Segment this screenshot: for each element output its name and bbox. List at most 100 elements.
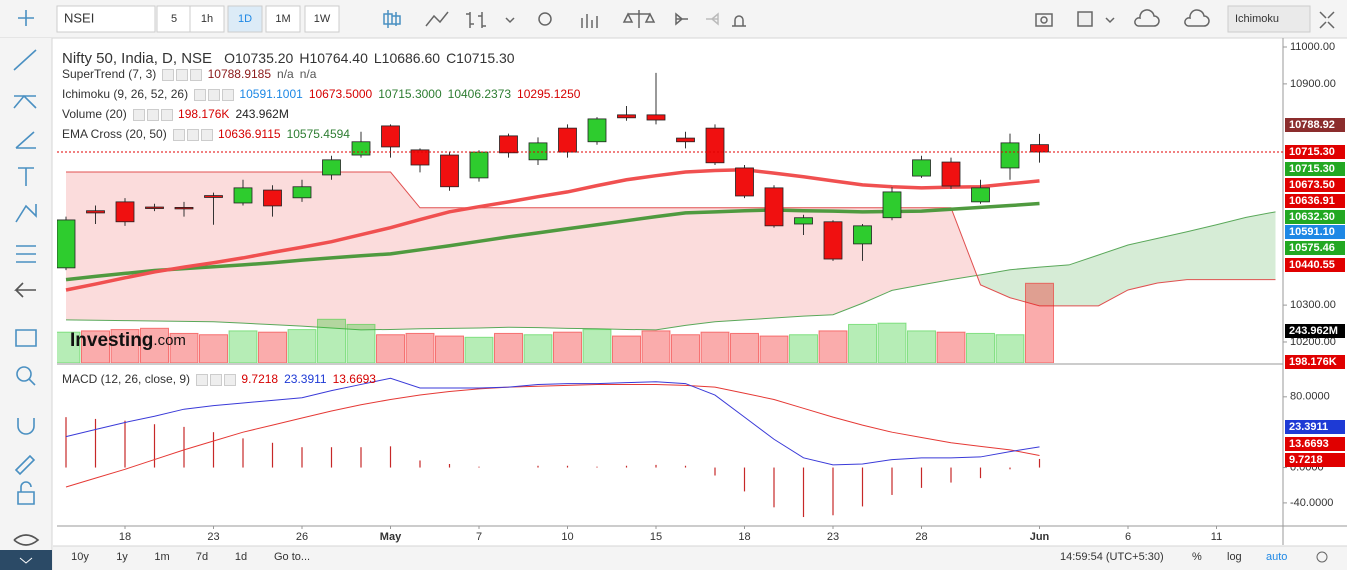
legend-row: EMA Cross (20, 50) 10636.9115 10575.4594 [62,127,586,147]
indicator-value: n/a [299,67,317,81]
legend-row: MACD (12, 26, close, 9) 9.7218 23.3911 13.… [62,372,382,392]
volume-bar [582,329,612,363]
interval-button[interactable] [304,5,340,33]
range-button[interactable]: 1m [154,551,169,563]
time-tick-label: 18 [119,531,131,543]
price-label-box [1285,162,1345,176]
watermark-part: .com [153,332,186,349]
price-label: 10673.50 [1289,179,1335,191]
price-pane: Investing.com [57,72,1276,363]
cloud-segment [479,207,509,328]
volume-bar [936,331,966,363]
goto-button[interactable]: Go to... [274,551,310,563]
time-tick-label: 15 [650,531,662,543]
range-button[interactable]: 1d [235,551,247,563]
candle-body [263,189,282,207]
legend-icon [186,128,199,141]
study-label: Ichimoku [1235,13,1279,25]
legend-icon [200,128,213,141]
legend-icon [222,88,235,101]
candle-body [115,201,135,223]
cloud-segment [744,207,774,320]
time-tick-label: 28 [915,531,927,543]
price-label-box [1285,324,1345,338]
tool-sidebar [0,38,52,570]
legend-icon [210,373,223,386]
indicator-value: 23.3911 [284,372,327,386]
candle-body [322,159,341,176]
chart-title: Nifty 50, India, D, NSE [62,50,213,67]
cloud-segment [1216,217,1246,280]
time-tick-label: 10 [561,531,573,543]
price-tick-label: 10900.00 [1290,78,1336,90]
volume-bar [789,334,818,363]
cloud-span-b [66,171,1276,307]
cloud-segment [361,172,391,330]
interval-label: 1D [238,13,252,25]
interval-button[interactable] [265,5,301,33]
macd-label: 9.7218 [1289,454,1323,466]
macd-legend: MACD (12, 26, close, 9) 9.7218 23.3911 13.… [62,372,382,392]
cloud-segment [302,172,332,328]
cloud-segment [125,172,155,321]
auto-toggle[interactable]: auto [1266,551,1287,563]
ema-slow [65,201,1040,282]
indicator-name: EMA Cross (20, 50) [62,127,167,141]
legend-row: Nifty 50, India, D, NSE O10735.20 H10764.4… [62,50,586,67]
range-button[interactable]: 7d [196,551,208,563]
price-label: 10788.92 [1289,119,1335,131]
log-toggle[interactable]: log [1227,551,1242,563]
price-label-box [1285,355,1345,369]
cloud-segment [626,207,656,330]
cloud-segment [892,207,922,291]
range-button[interactable]: 10y [71,551,89,563]
drawing-tools[interactable] [13,10,40,546]
interval-button[interactable] [156,5,192,33]
price-label: 243.962M [1289,325,1338,337]
legend-icon [190,68,203,81]
clock: 14:59:54 (UTC+5:30) [1060,551,1164,563]
legend-icon [132,108,145,121]
volume-bar [464,336,494,363]
cloud-segment [597,207,627,330]
price-label: 10632.30 [1289,211,1335,223]
toolbar-icons[interactable] [383,9,1335,29]
volume-bar [759,335,789,363]
candle-body [174,206,194,210]
ohlc-value: C10715.30 [446,50,515,66]
price-label-box [1285,241,1345,255]
volume-bar [57,331,81,363]
candle-body [971,187,990,203]
legend-icon [146,108,159,121]
interval-button[interactable] [189,5,225,33]
range-button[interactable]: 1y [116,551,128,563]
cloud-span-a [65,211,1276,331]
interval-label: 5 [171,13,177,25]
legend-icon [208,88,221,101]
time-tick-label: May [380,531,402,543]
time-tick-label: 23 [827,531,839,543]
price-tick-label: 10300.00 [1290,299,1336,311]
ohlc-value: H10764.40 [299,50,368,66]
symbol-box[interactable] [56,5,156,33]
candle-body [646,114,666,121]
candle-body [558,127,577,153]
cloud-segment [685,207,715,326]
legend-icon [160,108,173,121]
volume-bar [317,318,346,363]
interval-button[interactable] [227,5,263,33]
candle-body [882,191,902,219]
study-dropdown[interactable] [1227,5,1311,33]
indicator-value: 243.962M [235,107,289,121]
macd-label-box [1285,420,1345,434]
candle-body [853,225,872,245]
percent-toggle[interactable]: % [1192,551,1202,563]
volume-bar [641,330,671,363]
volume-bar [228,330,258,363]
candle-body [764,187,784,227]
cloud-segment [1187,224,1217,280]
price-legend: Nifty 50, India, D, NSE O10735.20 H10764.4… [62,50,586,147]
volume-bar [523,334,553,363]
settings-icon[interactable] [1316,551,1328,563]
macd-label: 13.6693 [1289,438,1329,450]
